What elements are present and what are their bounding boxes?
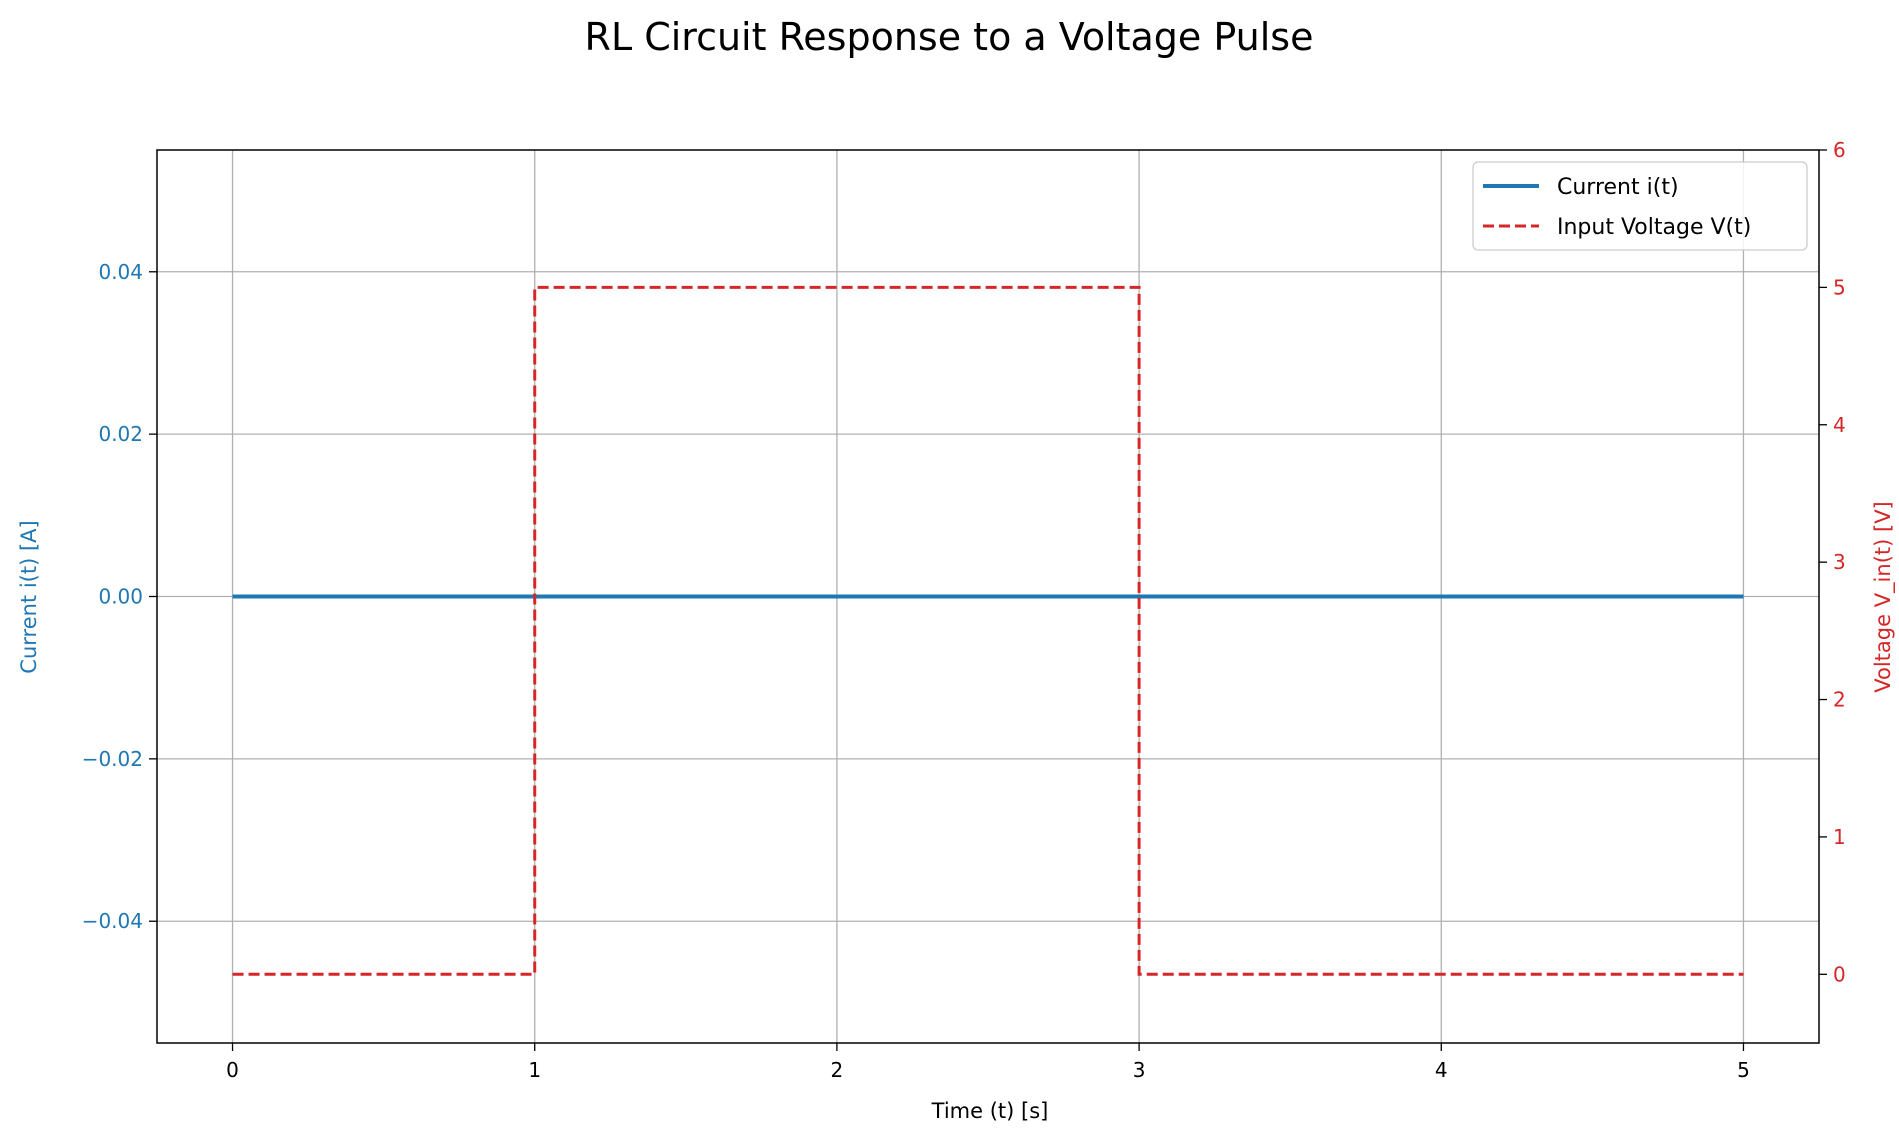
y-right-tick-label: 3 <box>1833 550 1846 574</box>
x-tick-label: 3 <box>1133 1058 1146 1082</box>
y-axis-left-label: Current i(t) [A] <box>17 520 41 673</box>
y-right-tick-label: 1 <box>1833 825 1846 849</box>
y-axis-left: 0.04 0.02 0.00 −0.02 −0.04 <box>82 260 157 933</box>
x-tick-label: 5 <box>1737 1058 1750 1082</box>
y-right-tick-label: 0 <box>1833 962 1846 986</box>
chart-title: RL Circuit Response to a Voltage Pulse <box>585 15 1314 59</box>
series-group <box>232 285 1744 976</box>
x-tick-label: 2 <box>831 1058 844 1082</box>
series-line-voltage <box>232 285 1744 976</box>
x-tick-label: 1 <box>528 1058 541 1082</box>
y-axis-right-label: Voltage V_in(t) [V] <box>1871 501 1896 693</box>
y-right-tick-label: 4 <box>1833 413 1846 437</box>
x-tick-label: 0 <box>226 1058 239 1082</box>
y-left-tick-label: 0.02 <box>98 422 143 446</box>
y-right-tick-label: 6 <box>1833 138 1846 162</box>
x-axis: 0 1 2 3 4 5 <box>226 1043 1750 1082</box>
y-left-tick-label: 0.00 <box>98 585 143 609</box>
y-left-tick-label: −0.04 <box>82 909 143 933</box>
legend-label: Current i(t) <box>1557 175 1679 200</box>
legend: Current i(t) Input Voltage V(t) <box>1472 161 1808 251</box>
y-left-tick-label: −0.02 <box>82 747 143 771</box>
x-tick-label: 4 <box>1435 1058 1448 1082</box>
y-right-tick-label: 5 <box>1833 275 1846 299</box>
y-left-tick-label: 0.04 <box>98 260 143 284</box>
x-axis-label: Time (t) [s] <box>931 1099 1049 1123</box>
legend-box <box>1472 161 1808 251</box>
legend-label: Input Voltage V(t) <box>1557 215 1751 240</box>
y-axis-right: 0 1 2 3 4 5 6 <box>1819 138 1846 986</box>
y-right-tick-label: 2 <box>1833 688 1846 712</box>
